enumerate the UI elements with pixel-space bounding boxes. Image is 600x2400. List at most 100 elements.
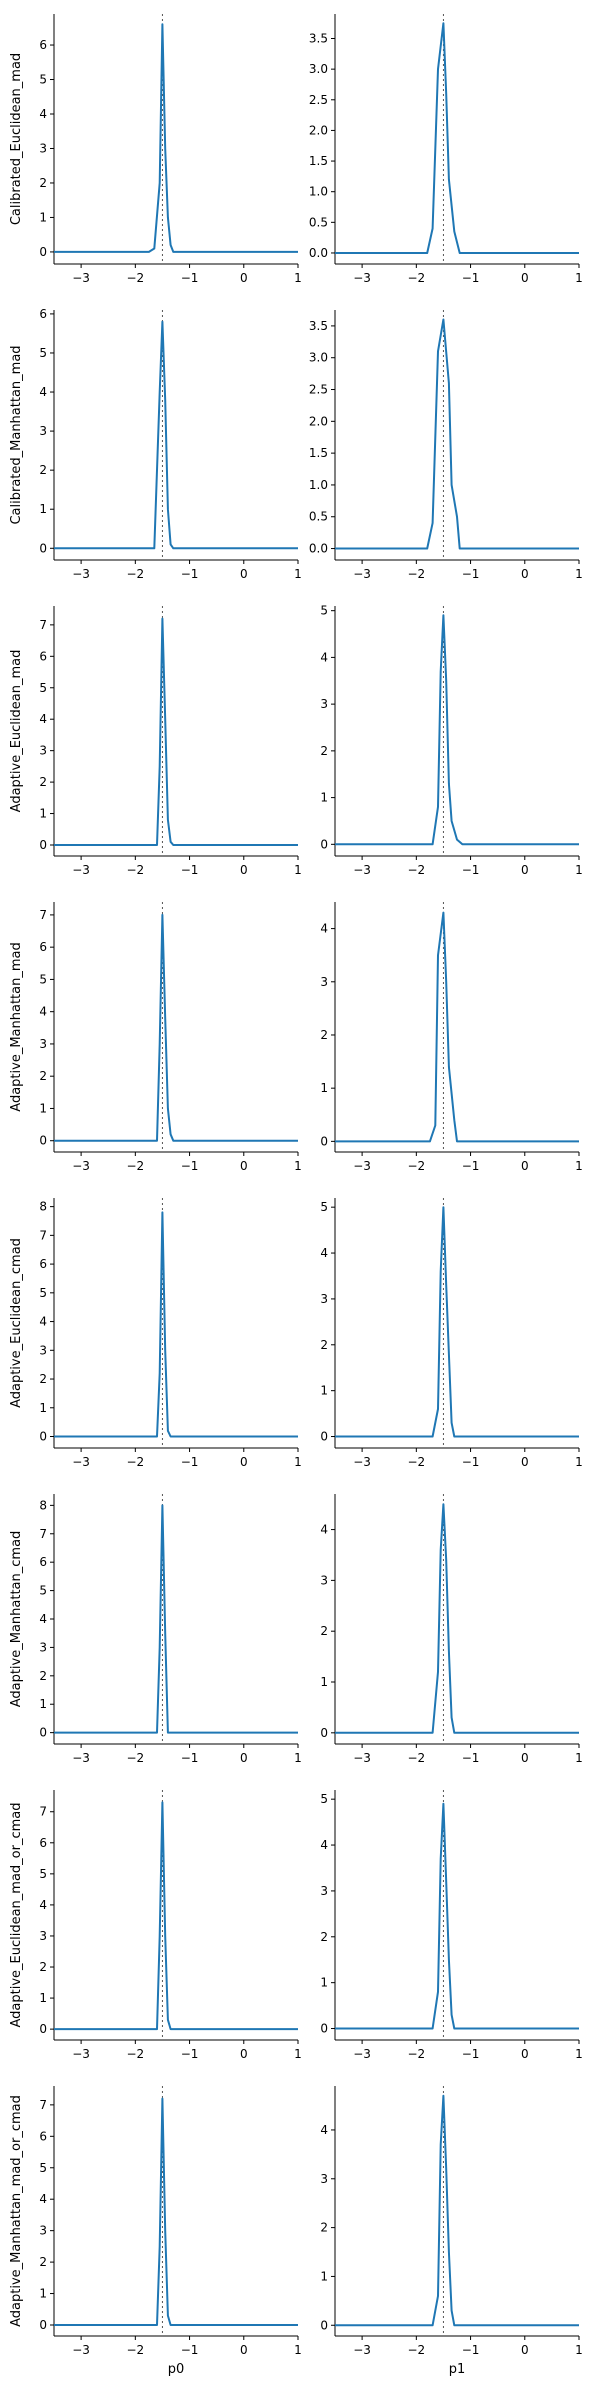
x-tick-label: 1 xyxy=(294,271,302,285)
y-tick-label: 4 xyxy=(39,1612,47,1626)
y-tick-label: 6 xyxy=(39,1555,47,1569)
y-tick-label: 1 xyxy=(320,1384,328,1398)
x-tick-label: −1 xyxy=(462,2343,480,2357)
y-tick-label: 4 xyxy=(320,2123,328,2137)
y-tick-label: 1 xyxy=(39,807,47,821)
y-tick-label: 6 xyxy=(39,649,47,663)
x-tick-label: 0 xyxy=(521,2047,529,2061)
y-tick-label: 3 xyxy=(320,697,328,711)
x-tick-label: 1 xyxy=(575,2047,583,2061)
row-label: Adaptive_Manhattan_cmad xyxy=(9,1531,24,1708)
y-tick-label: 7 xyxy=(39,1228,47,1242)
y-tick-label: 0 xyxy=(39,1134,47,1148)
y-tick-label: 1 xyxy=(320,1675,328,1689)
x-tick-label: −2 xyxy=(126,2047,144,2061)
panel-Calibrated_Euclidean_mad-p0: −3 −2 −1 0 1 0 1 2 3 4 5 6 Calibrated_Euclidean_mad xyxy=(9,14,302,285)
y-tick-label: 3 xyxy=(39,141,47,155)
density-line xyxy=(54,1504,298,1734)
x-tick-label: 0 xyxy=(240,2343,248,2357)
y-tick-label: 2.5 xyxy=(309,93,328,107)
panel-Adaptive_Euclidean_mad_or_cmad-p1: −3 −2 −1 0 1 0 1 2 3 4 5 xyxy=(320,1790,583,2061)
x-tick-label: −2 xyxy=(126,2343,144,2357)
x-tick-label: −1 xyxy=(181,271,199,285)
y-tick-label: 2 xyxy=(39,1372,47,1386)
x-tick-label: 1 xyxy=(575,271,583,285)
x-tick-label: −1 xyxy=(462,863,480,877)
y-tick-label: 3 xyxy=(320,1573,328,1587)
panel-Calibrated_Manhattan_mad-p0: −3 −2 −1 0 1 0 1 2 3 4 5 6 Calibrated_Manhattan_mad xyxy=(9,307,302,581)
x-tick-label: 0 xyxy=(521,1159,529,1173)
panel-Calibrated_Euclidean_mad-p1: −3 −2 −1 0 1 0.0 0.5 1.0 1.5 2.0 2.5 3.0 3.5 xyxy=(309,14,583,285)
density-line xyxy=(335,1206,579,1438)
y-tick-label: 1.0 xyxy=(309,185,328,199)
y-tick-label: 1.5 xyxy=(309,446,328,460)
x-tick-label: 0 xyxy=(240,1455,248,1469)
y-tick-label: 1 xyxy=(39,1697,47,1711)
y-tick-label: 1 xyxy=(320,1081,328,1095)
x-tick-label: −3 xyxy=(72,1159,90,1173)
y-tick-label: 0 xyxy=(320,1134,328,1148)
x-tick-label: 1 xyxy=(575,567,583,581)
y-tick-label: 2 xyxy=(320,744,328,758)
x-tick-label: 0 xyxy=(240,1751,248,1765)
y-tick-label: 4 xyxy=(39,1005,47,1019)
x-tick-label: 1 xyxy=(575,1455,583,1469)
y-tick-label: 4 xyxy=(39,2192,47,2206)
y-tick-label: 8 xyxy=(39,1498,47,1512)
panel-Adaptive_Manhattan_mad_or_cmad-p0: −3 −2 −1 0 1 0 1 2 3 4 5 6 7 Adaptive_Manhattan_mad_o… xyxy=(9,2086,302,2377)
y-tick-label: 2 xyxy=(39,775,47,789)
y-tick-label: 3.0 xyxy=(309,62,328,76)
x-tick-label: 1 xyxy=(575,1159,583,1173)
y-tick-label: 2 xyxy=(39,1960,47,1974)
y-tick-label: 2.0 xyxy=(309,123,328,137)
y-tick-label: 1 xyxy=(39,502,47,516)
y-tick-label: 1 xyxy=(320,791,328,805)
y-tick-label: 6 xyxy=(39,1257,47,1271)
y-tick-label: 0.5 xyxy=(309,510,328,524)
y-tick-label: 5 xyxy=(39,1584,47,1598)
y-tick-label: 5 xyxy=(39,73,47,87)
y-tick-label: 0 xyxy=(320,2318,328,2332)
x-tick-label: 1 xyxy=(294,1159,302,1173)
x-tick-label: −3 xyxy=(353,567,371,581)
y-tick-label: 0.5 xyxy=(309,215,328,229)
y-tick-label: 0 xyxy=(320,1430,328,1444)
row-label: Calibrated_Manhattan_mad xyxy=(9,345,24,524)
y-tick-label: 4 xyxy=(320,1246,328,1260)
x-tick-label: −3 xyxy=(353,1751,371,1765)
y-tick-label: 3 xyxy=(39,1929,47,1943)
y-tick-label: 4 xyxy=(320,1838,328,1852)
y-tick-label: 4 xyxy=(39,107,47,121)
y-tick-label: 8 xyxy=(39,1200,47,1214)
x-tick-label: 0 xyxy=(240,863,248,877)
y-tick-label: 1 xyxy=(39,1991,47,2005)
panel-Adaptive_Manhattan_mad-p0: −3 −2 −1 0 1 0 1 2 3 4 5 6 7 Adaptive_Manhattan_mad xyxy=(9,902,302,1173)
column-label: p0 xyxy=(168,2362,185,2377)
panel-Adaptive_Euclidean_mad-p0: −3 −2 −1 0 1 0 1 2 3 4 5 6 7 Adaptive_Euclidean_mad xyxy=(9,606,302,877)
x-tick-label: 0 xyxy=(521,271,529,285)
y-tick-label: 6 xyxy=(39,2129,47,2143)
y-tick-label: 0 xyxy=(39,541,47,555)
y-tick-label: 1 xyxy=(320,2269,328,2283)
y-tick-label: 1 xyxy=(39,1101,47,1115)
y-tick-label: 4 xyxy=(320,1523,328,1537)
y-tick-label: 1 xyxy=(320,1976,328,1990)
y-tick-label: 5 xyxy=(320,1792,328,1806)
x-tick-label: 1 xyxy=(294,863,302,877)
y-tick-label: 0 xyxy=(320,837,328,851)
panel-Adaptive_Manhattan_mad_or_cmad-p1: −3 −2 −1 0 1 0 1 2 3 4 p1 xyxy=(320,2086,583,2377)
y-tick-label: 7 xyxy=(39,908,47,922)
x-tick-label: −3 xyxy=(72,863,90,877)
x-tick-label: −1 xyxy=(181,2343,199,2357)
y-tick-label: 4 xyxy=(320,650,328,664)
y-tick-label: 3 xyxy=(39,744,47,758)
x-tick-label: −2 xyxy=(407,2343,425,2357)
y-tick-label: 5 xyxy=(39,1867,47,1881)
x-tick-label: −3 xyxy=(72,1751,90,1765)
x-tick-label: −2 xyxy=(407,271,425,285)
density-line xyxy=(335,318,579,550)
density-line xyxy=(54,913,298,1142)
x-tick-label: −3 xyxy=(353,271,371,285)
x-tick-label: −1 xyxy=(181,2047,199,2061)
